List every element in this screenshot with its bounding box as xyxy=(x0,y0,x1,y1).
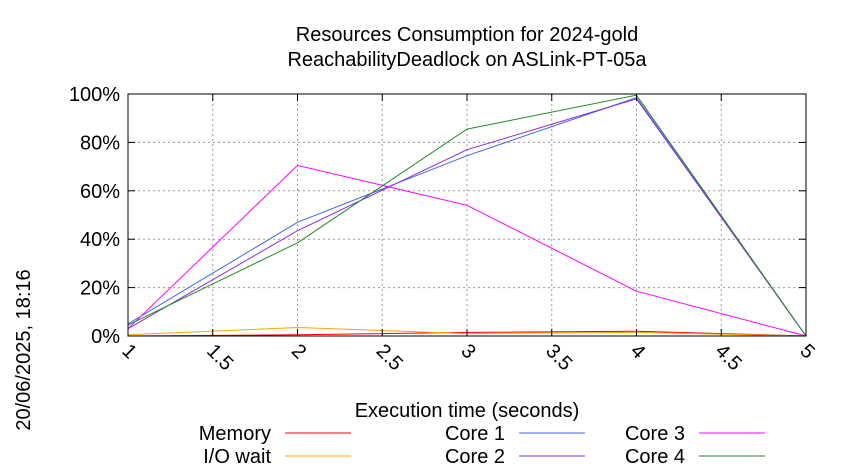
x-tick-label: 1.5 xyxy=(202,340,237,375)
series-line-core-3 xyxy=(127,164,807,337)
x-axis-label: Execution time (seconds) xyxy=(355,400,580,422)
y-tick-label: 20% xyxy=(80,278,120,300)
x-tick-label: 4.5 xyxy=(711,340,746,375)
x-tick-label: 5 xyxy=(795,340,818,363)
legend-label: Core 1 xyxy=(445,423,505,445)
timestamp-label: 20/06/2025, 18:16 xyxy=(13,269,35,430)
legend-label: I/O wait xyxy=(203,446,271,468)
y-tick-label: 60% xyxy=(80,181,120,203)
x-tick-label: 4 xyxy=(626,340,649,363)
y-tick-label: 80% xyxy=(80,132,120,154)
legend-label: Core 4 xyxy=(625,446,685,468)
chart-title-line1: Resources Consumption for 2024-gold xyxy=(296,24,638,46)
series-line-core-2 xyxy=(127,98,807,337)
x-tick-label: 3.5 xyxy=(541,340,576,375)
x-tick-label: 3 xyxy=(456,340,479,363)
y-tick-label: 40% xyxy=(80,229,120,251)
series-line-core-4 xyxy=(127,94,807,337)
chart-title-line2: ReachabilityDeadlock on ASLink-PT-05a xyxy=(287,49,647,71)
y-axis-ticks: 0% 20% 40% 60% 80% 100% xyxy=(69,84,806,348)
legend-label: Memory xyxy=(199,423,271,445)
grid-lines xyxy=(128,94,806,336)
legend-label: Core 2 xyxy=(445,446,505,468)
y-tick-label: 100% xyxy=(69,84,120,106)
x-tick-label: 1 xyxy=(117,340,140,363)
x-tick-label: 2.5 xyxy=(372,340,407,375)
y-tick-label: 0% xyxy=(91,326,120,348)
x-tick-label: 2 xyxy=(287,340,310,363)
legend-label: Core 3 xyxy=(625,423,685,445)
